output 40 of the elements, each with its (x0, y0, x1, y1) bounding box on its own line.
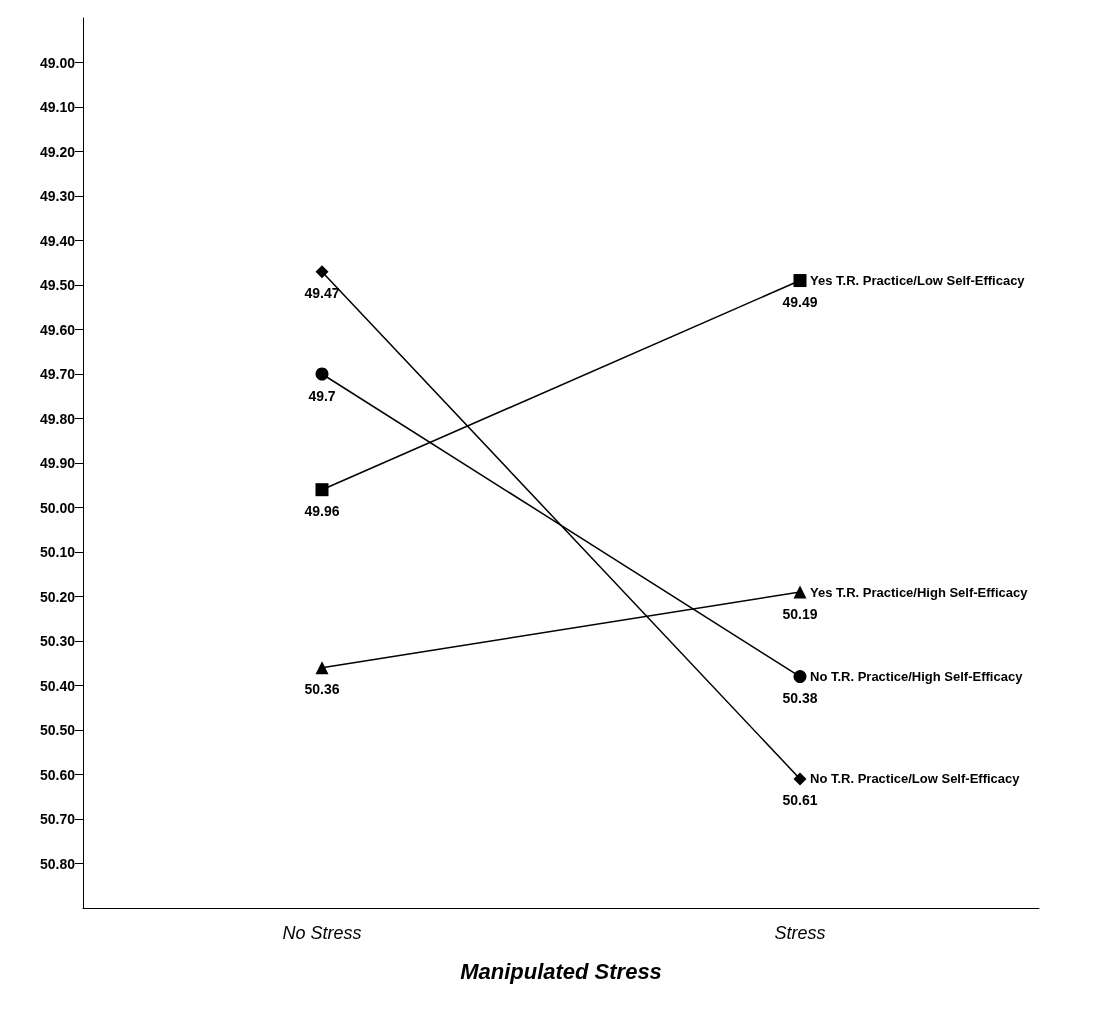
y-tick-label: 50.40 (39, 677, 76, 694)
point (793, 772, 807, 786)
y-tick-label: 49.00 (39, 54, 76, 71)
x-tick-label: No Stress (282, 923, 362, 943)
series-label: Yes T.R. Practice/High Self-Efficacy (810, 584, 1029, 600)
data-label: 49.96 (304, 503, 340, 520)
y-tick-label: 50.70 (39, 811, 76, 827)
y-tick-label: 50.20 (39, 588, 76, 605)
x-tick-label: Stress (774, 923, 826, 943)
y-tick-label: 50.80 (39, 855, 76, 872)
point (793, 670, 807, 684)
y-tick-label: 49.80 (39, 410, 76, 427)
y-tick-label: 49.40 (39, 232, 76, 249)
point (793, 274, 807, 288)
y-tick-label: 49.10 (39, 99, 76, 115)
y-tick-label: 50.10 (39, 544, 76, 560)
series-label: No T.R. Practice/Low Self-Efficacy (810, 771, 1021, 787)
y-tick-label: 50.30 (39, 633, 76, 649)
data-label: 50.36 (304, 681, 340, 698)
data-label: 50.19 (782, 605, 818, 622)
y-tick-label: 50.00 (39, 499, 76, 516)
y-tick-label: 49.20 (39, 143, 76, 160)
point (315, 367, 329, 381)
series-label: No T.R. Practice/High Self-Efficacy (810, 669, 1024, 685)
data-label: 50.61 (782, 792, 818, 809)
y-tick-label: 49.60 (39, 321, 76, 338)
point (315, 265, 329, 279)
point (315, 483, 329, 497)
x-axis-title: Manipulated Stress (460, 958, 662, 984)
y-tick-label: 50.60 (39, 766, 76, 783)
series-label: Yes T.R. Practice/Low Self-Efficacy (810, 273, 1026, 289)
y-tick-label: 49.70 (39, 366, 76, 382)
data-label: 50.38 (782, 690, 818, 707)
data-label: 49.47 (304, 285, 340, 302)
y-tick-label: 49.50 (39, 277, 76, 293)
data-label: 49.49 (782, 294, 818, 311)
y-tick-label: 50.50 (39, 722, 76, 738)
y-tick-label: 49.30 (39, 188, 76, 204)
y-tick-label: 49.90 (39, 455, 76, 471)
data-label: 49.7 (308, 387, 336, 404)
